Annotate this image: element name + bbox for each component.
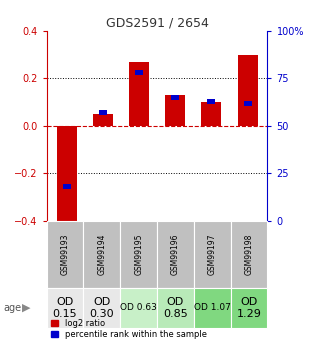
Legend: log2 ratio, percentile rank within the sample: log2 ratio, percentile rank within the s… <box>51 319 207 339</box>
Bar <box>207 99 215 104</box>
Title: GDS2591 / 2654: GDS2591 / 2654 <box>106 17 208 30</box>
Text: OD
0.85: OD 0.85 <box>163 297 188 319</box>
Text: GSM99194: GSM99194 <box>97 234 106 275</box>
Text: GSM99198: GSM99198 <box>244 234 253 275</box>
Bar <box>157 288 194 328</box>
Bar <box>231 288 267 328</box>
Bar <box>171 95 179 100</box>
Bar <box>47 221 83 288</box>
Text: age: age <box>3 303 21 313</box>
Text: GSM99193: GSM99193 <box>61 234 70 275</box>
Bar <box>120 288 157 328</box>
Text: OD
0.15: OD 0.15 <box>53 297 77 319</box>
Bar <box>57 126 77 226</box>
Bar <box>83 288 120 328</box>
Bar <box>120 221 157 288</box>
Text: GSM99196: GSM99196 <box>171 234 180 275</box>
Text: GSM99197: GSM99197 <box>208 234 217 275</box>
Text: GSM99195: GSM99195 <box>134 234 143 275</box>
Text: ▶: ▶ <box>22 303 31 313</box>
Bar <box>238 55 258 126</box>
Bar <box>83 221 120 288</box>
Text: OD 1.07: OD 1.07 <box>194 303 231 313</box>
Bar <box>165 95 185 126</box>
Bar <box>202 102 221 126</box>
Bar <box>63 184 71 189</box>
Text: OD
1.29: OD 1.29 <box>237 297 262 319</box>
Bar <box>231 221 267 288</box>
Bar <box>194 221 231 288</box>
Text: OD
0.30: OD 0.30 <box>90 297 114 319</box>
Bar <box>93 114 113 126</box>
Bar <box>244 100 252 106</box>
Bar <box>129 62 149 126</box>
Bar <box>99 110 107 115</box>
Bar <box>47 288 83 328</box>
Bar <box>157 221 194 288</box>
Bar <box>135 70 143 76</box>
Bar <box>194 288 231 328</box>
Text: OD 0.63: OD 0.63 <box>120 303 157 313</box>
